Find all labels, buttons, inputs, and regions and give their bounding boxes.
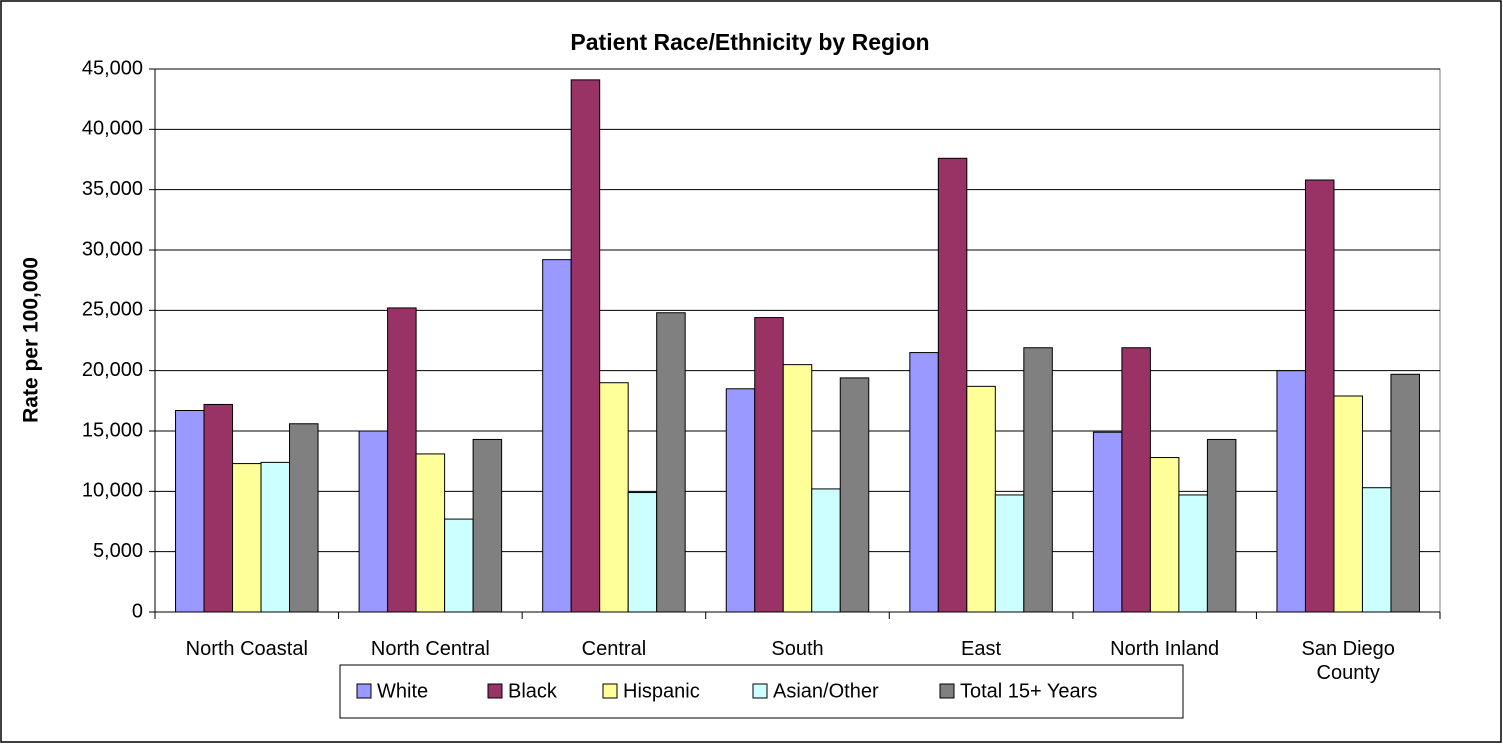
- legend-swatch: [752, 683, 768, 699]
- legend-swatch: [487, 683, 503, 699]
- y-axis-label: Rate per 100,000: [20, 257, 43, 423]
- y-tick-label: 30,000: [82, 238, 143, 260]
- bar: [627, 492, 658, 613]
- x-tick-label: North Inland: [1110, 638, 1220, 660]
- x-tick-label: East: [961, 638, 1002, 660]
- bar: [1023, 347, 1053, 613]
- y-tick-label: 0: [132, 600, 143, 622]
- bar: [570, 79, 601, 613]
- legend-label: Total 15+ Years: [960, 680, 1097, 702]
- x-tick-label: South: [771, 638, 824, 660]
- y-tick-label: 40,000: [82, 118, 143, 140]
- bar: [966, 385, 996, 613]
- bar: [289, 423, 319, 613]
- bar: [656, 312, 686, 613]
- bar: [1361, 487, 1392, 613]
- bar: [909, 352, 939, 613]
- legend-swatch: [602, 683, 618, 699]
- x-tick-label: San Diego County: [1301, 638, 1395, 684]
- bar: [472, 438, 503, 613]
- y-tick-label: 35,000: [82, 178, 143, 200]
- bar: [415, 453, 446, 613]
- y-tick-label: 5,000: [93, 540, 143, 562]
- bar: [839, 377, 870, 613]
- bar: [232, 463, 262, 613]
- bar: [1276, 370, 1306, 613]
- legend-label: Asian/Other: [773, 680, 879, 702]
- bar: [599, 382, 629, 613]
- legend-label: White: [377, 680, 428, 702]
- bar: [260, 461, 291, 613]
- y-tick-label: 45,000: [82, 57, 143, 79]
- bar: [203, 403, 234, 613]
- x-tick-label: North Central: [370, 638, 490, 660]
- bar: [1304, 179, 1335, 613]
- bar: [725, 388, 756, 613]
- y-tick-label: 10,000: [82, 480, 143, 502]
- bar: [1333, 395, 1363, 613]
- bar: [387, 307, 417, 613]
- y-tick-label: 25,000: [82, 299, 143, 321]
- bar: [754, 317, 784, 613]
- bar: [811, 488, 841, 613]
- y-tick-label: 20,000: [82, 359, 143, 381]
- bar: [358, 430, 389, 613]
- bar: [444, 518, 474, 613]
- bar: [782, 364, 813, 613]
- legend-swatch: [939, 683, 955, 699]
- legend-label: Black: [508, 680, 558, 702]
- y-tick-label: 15,000: [82, 419, 143, 441]
- bar: [175, 409, 205, 613]
- bar: [1149, 457, 1180, 613]
- x-tick-label: Central: [581, 638, 647, 660]
- legend-label: Hispanic: [623, 680, 700, 702]
- bar: [542, 259, 572, 613]
- legend-swatch: [356, 683, 372, 699]
- bar: [1121, 347, 1151, 613]
- bar: [1178, 494, 1208, 613]
- bar: [994, 494, 1025, 613]
- bar: [1206, 438, 1237, 613]
- bar: [1390, 373, 1420, 613]
- x-tick-label: North Coastal: [185, 638, 308, 660]
- bar: [937, 157, 968, 613]
- chart-title: Patient Race/Ethnicity by Region: [570, 29, 929, 55]
- bar: [1092, 431, 1123, 613]
